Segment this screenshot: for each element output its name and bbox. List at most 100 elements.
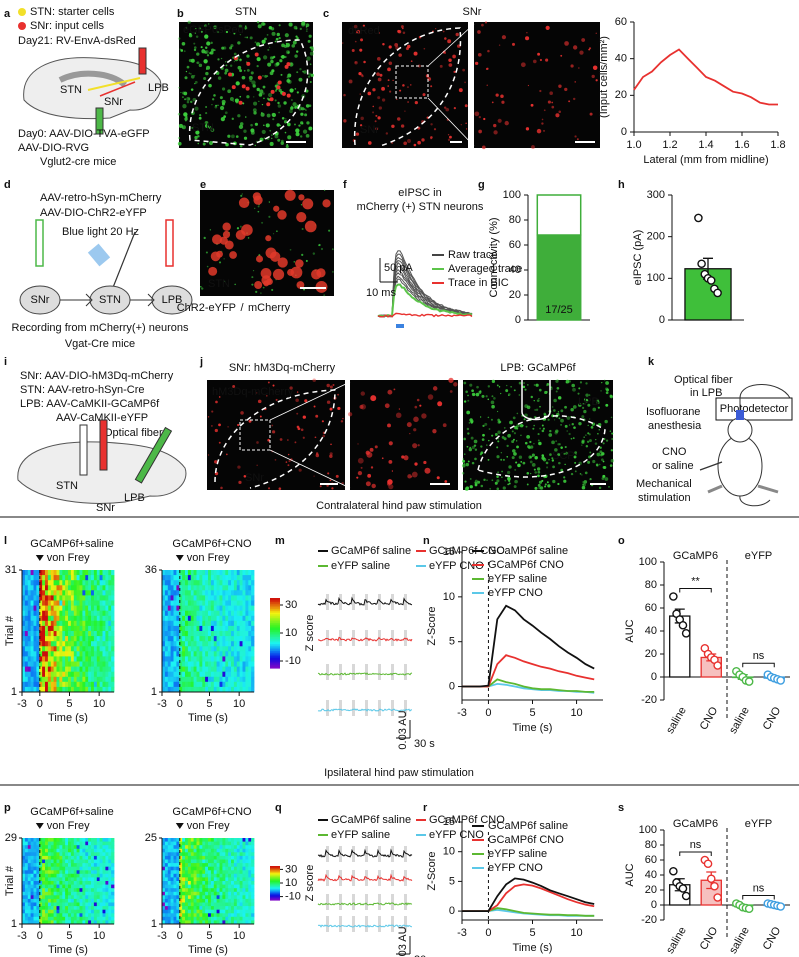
heatmap-cell <box>231 856 234 860</box>
heatmap-cell <box>25 892 28 896</box>
significance-bracket <box>680 852 712 856</box>
heatmap-cell <box>222 606 225 612</box>
heatmap-cell <box>48 616 51 622</box>
heatmap-cell <box>217 570 220 576</box>
heatmap-cell <box>243 852 246 856</box>
cell <box>407 86 409 88</box>
x-tick-label: 5 <box>529 707 535 719</box>
heatmap-cell <box>182 906 185 910</box>
heatmap-cell <box>234 575 237 581</box>
scale-label: 0.03 AU <box>397 926 409 957</box>
cell <box>547 481 549 483</box>
cell <box>489 428 491 430</box>
heatmap-cell <box>80 570 83 576</box>
heatmap-cell <box>71 641 74 647</box>
heatmap-cell <box>105 682 108 688</box>
heatmap-cell <box>65 838 68 842</box>
heatmap-cell <box>77 651 80 657</box>
cell <box>415 101 418 104</box>
heatmap-cell <box>31 895 34 899</box>
cell <box>534 400 535 401</box>
heatmap-cell <box>222 895 225 899</box>
heatmap-cell <box>165 867 168 871</box>
cell <box>285 132 287 134</box>
label: dsRed <box>348 25 380 37</box>
heatmap-cell <box>91 842 94 846</box>
heatmap-cell <box>68 585 71 591</box>
heatmap-cell <box>94 601 97 607</box>
heatmap-cell <box>243 881 246 885</box>
heatmap-cell <box>65 575 68 581</box>
cell <box>178 87 179 88</box>
heatmap-cell <box>68 662 71 668</box>
heatmap-cell <box>91 570 94 576</box>
heatmap-cell <box>199 575 202 581</box>
cell <box>268 216 270 218</box>
heatmap-cell <box>65 677 68 683</box>
heatmap-cell <box>205 845 208 849</box>
heatmap-cell <box>91 892 94 896</box>
cell <box>434 128 436 130</box>
cell <box>404 111 405 112</box>
cell <box>287 74 291 78</box>
heatmap-cell <box>34 860 37 864</box>
heatmap-cell <box>65 682 68 688</box>
heatmap-cell <box>77 672 80 678</box>
heatmap-cell <box>228 682 231 688</box>
y-tick-label: 15 <box>443 816 455 828</box>
heatmap-cell <box>48 631 51 637</box>
y-tick-label: 1 <box>151 918 157 930</box>
heatmap-cell <box>194 590 197 596</box>
heatmap-cell <box>211 641 214 647</box>
cell <box>587 425 589 427</box>
heatmap-cell <box>48 580 51 586</box>
heatmap-cell <box>105 870 108 874</box>
heatmap-cell <box>45 845 48 849</box>
heatmap-cell <box>251 874 254 878</box>
heatmap-cell <box>31 682 34 688</box>
heatmap-cell <box>34 585 37 591</box>
heatmap-cell <box>211 917 214 921</box>
cell <box>315 436 317 438</box>
heatmap-cell <box>100 651 103 657</box>
cell <box>440 65 443 68</box>
heatmap-cell <box>103 845 106 849</box>
heatmap-cell <box>59 631 62 637</box>
heatmap-cell <box>194 860 197 864</box>
heatmap-cell <box>234 626 237 632</box>
heatmap-cell <box>42 899 45 903</box>
heatmap-cell <box>45 575 48 581</box>
cell <box>271 138 272 139</box>
heatmap-cell <box>240 601 243 607</box>
heatmap-cell <box>65 646 68 652</box>
heatmap-cell <box>199 910 202 914</box>
cell <box>372 111 374 113</box>
heatmap-cell <box>188 881 191 885</box>
heatmap-cell <box>245 585 248 591</box>
heatmap-cell <box>211 885 214 889</box>
heatmap-cell <box>34 580 37 586</box>
cell <box>491 435 493 437</box>
heatmap-cell <box>80 917 83 921</box>
cell <box>555 440 556 441</box>
heatmap-cell <box>205 910 208 914</box>
heatmap-cell <box>91 881 94 885</box>
heatmap-cell <box>182 636 185 642</box>
line-series <box>462 655 594 686</box>
heatmap-cell <box>65 631 68 637</box>
cell <box>524 418 526 420</box>
heatmap-cell <box>245 906 248 910</box>
heatmap-cell <box>211 636 214 642</box>
heatmap-cell <box>59 881 62 885</box>
heatmap-cell <box>34 682 37 688</box>
heatmap-cell <box>228 651 231 657</box>
cell <box>282 117 285 120</box>
stimulus-arrow <box>36 555 44 561</box>
heatmap-cell <box>80 575 83 581</box>
cell <box>589 433 591 435</box>
cell <box>370 395 376 401</box>
heatmap-cell <box>103 874 106 878</box>
cell <box>260 416 262 418</box>
heatmap-cell <box>31 863 34 867</box>
heatmap-cell <box>185 575 188 581</box>
